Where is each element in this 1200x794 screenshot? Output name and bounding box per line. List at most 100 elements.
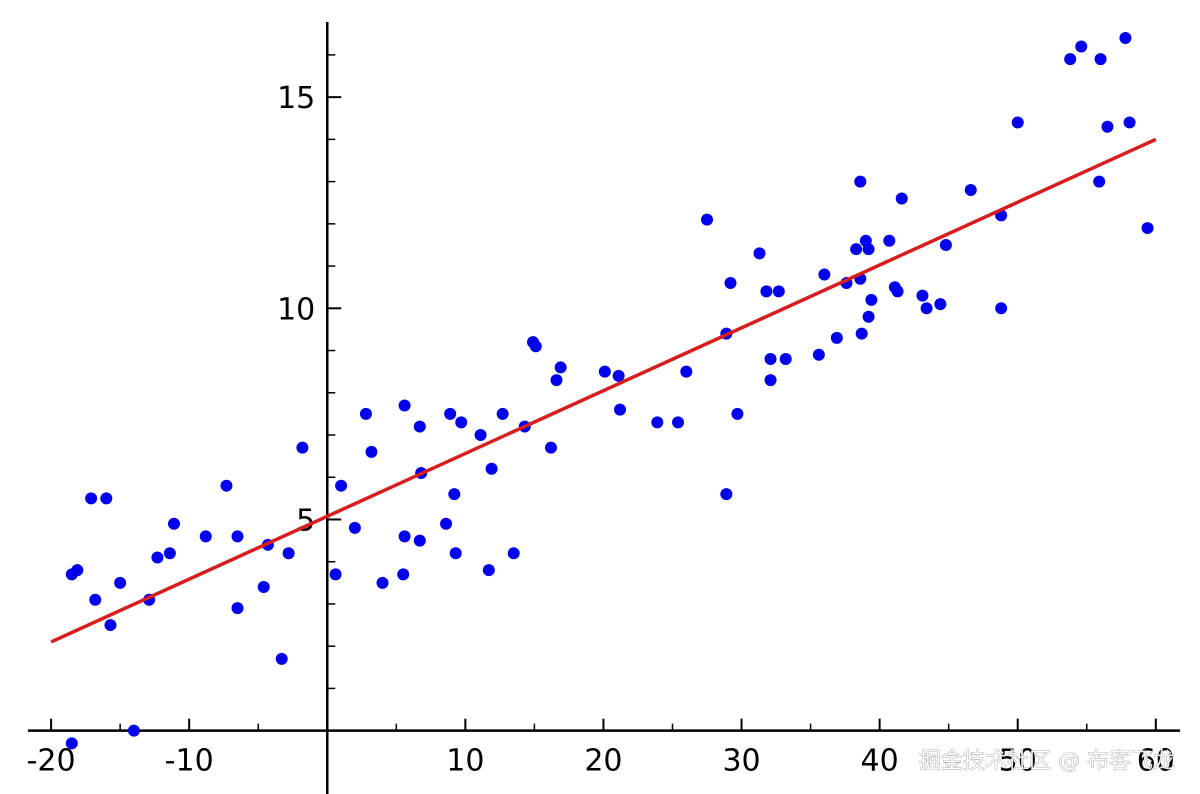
scatter-point [672, 416, 685, 429]
scatter-point [818, 268, 831, 281]
scatter-point [104, 619, 117, 632]
scatter-point [916, 289, 929, 302]
scatter-point [257, 581, 270, 594]
scatter-point [753, 247, 766, 260]
scatter-point [151, 551, 164, 564]
x-tick-label: 30 [722, 744, 760, 779]
scatter-point [883, 234, 896, 247]
scatter-point [850, 243, 863, 256]
scatter-point [398, 530, 411, 543]
scatter-point [89, 593, 102, 606]
scatter-point [1093, 175, 1106, 188]
scatter-point [71, 564, 84, 577]
x-tick-label: -20 [27, 744, 76, 779]
scatter-point [348, 521, 361, 534]
scatter-point [554, 361, 567, 374]
scatter-point [550, 374, 563, 387]
scatter-point [680, 365, 693, 378]
x-tick-label: 60 [1137, 744, 1175, 779]
scatter-point [1123, 116, 1136, 129]
scatter-point [397, 568, 410, 581]
scatter-point [485, 462, 498, 475]
scatter-point [199, 530, 212, 543]
scatter-point [507, 547, 520, 560]
scatter-point [100, 492, 113, 505]
y-tick-label: 5 [296, 503, 315, 538]
scatter-point [862, 243, 875, 256]
scatter-point [855, 327, 868, 340]
scatter-point [335, 479, 348, 492]
x-tick-label: 50 [999, 744, 1037, 779]
scatter-point [398, 399, 411, 412]
scatter-point [934, 298, 947, 311]
scatter-point [1094, 53, 1107, 66]
x-tick-label: 20 [584, 744, 622, 779]
scatter-point [444, 407, 457, 420]
scatter-point [891, 285, 904, 298]
scatter-point [544, 441, 557, 454]
watermark: 掘金技术社区 @ 布客飞龙 [919, 749, 1175, 774]
scatter-point [440, 517, 453, 530]
y-tick-label: 10 [277, 292, 315, 327]
scatter-point [282, 547, 295, 560]
scatter-point [529, 340, 542, 353]
scatter-point [812, 348, 825, 361]
scatter-point [220, 479, 233, 492]
scatter-point [764, 374, 777, 387]
scatter-point [995, 302, 1008, 315]
scatter-point [474, 429, 487, 442]
scatter-point [496, 407, 509, 420]
scatter-point [1101, 120, 1114, 133]
scatter-point [231, 602, 244, 615]
x-tick-label: 40 [861, 744, 899, 779]
scatter-point [413, 534, 426, 547]
scatter-point [854, 175, 867, 188]
x-tick-label: 10 [446, 744, 484, 779]
scatter-point [275, 652, 288, 665]
scatter-point [772, 285, 785, 298]
scatter-point [764, 352, 777, 365]
scatter-point [448, 488, 461, 501]
scatter-point [1119, 32, 1132, 45]
scatter-point [598, 365, 611, 378]
scatter-point [830, 331, 843, 344]
scatter-point [895, 192, 908, 205]
scatter-point [231, 530, 244, 543]
y-tick-label: 15 [277, 81, 315, 116]
scatter-point [127, 724, 140, 737]
scatter-point [167, 517, 180, 530]
scatter-point [413, 420, 426, 433]
scatter-point [449, 547, 462, 560]
scatter-point [1075, 40, 1088, 53]
scatter-point [865, 293, 878, 306]
scatter-point [651, 416, 664, 429]
scatter-point [724, 276, 737, 289]
scatter-point [65, 737, 78, 750]
scatter-point [964, 184, 977, 197]
scatter-point [731, 407, 744, 420]
scatter-point [760, 285, 773, 298]
scatter-point [614, 403, 627, 416]
scatter-point [1011, 116, 1024, 129]
scatter-point [329, 568, 342, 581]
scatter-point [612, 369, 625, 382]
scatter-point [779, 352, 792, 365]
scatter-point [701, 213, 714, 226]
scatter-point [114, 576, 127, 589]
scatter-point [163, 547, 176, 560]
x-tick-label: -10 [165, 744, 214, 779]
scatter-point [482, 564, 495, 577]
scatter-point [85, 492, 98, 505]
scatter-point [296, 441, 309, 454]
scatter-point [376, 576, 389, 589]
scatter-point [1064, 53, 1077, 66]
scatter-point [920, 302, 933, 315]
scatter-point [939, 238, 952, 251]
scatter-point [1141, 222, 1154, 235]
scatter-point [862, 310, 875, 323]
scatter-point [455, 416, 468, 429]
fit-line [50, 137, 1157, 644]
scatter-point [359, 407, 372, 420]
scatter-point [720, 488, 733, 501]
